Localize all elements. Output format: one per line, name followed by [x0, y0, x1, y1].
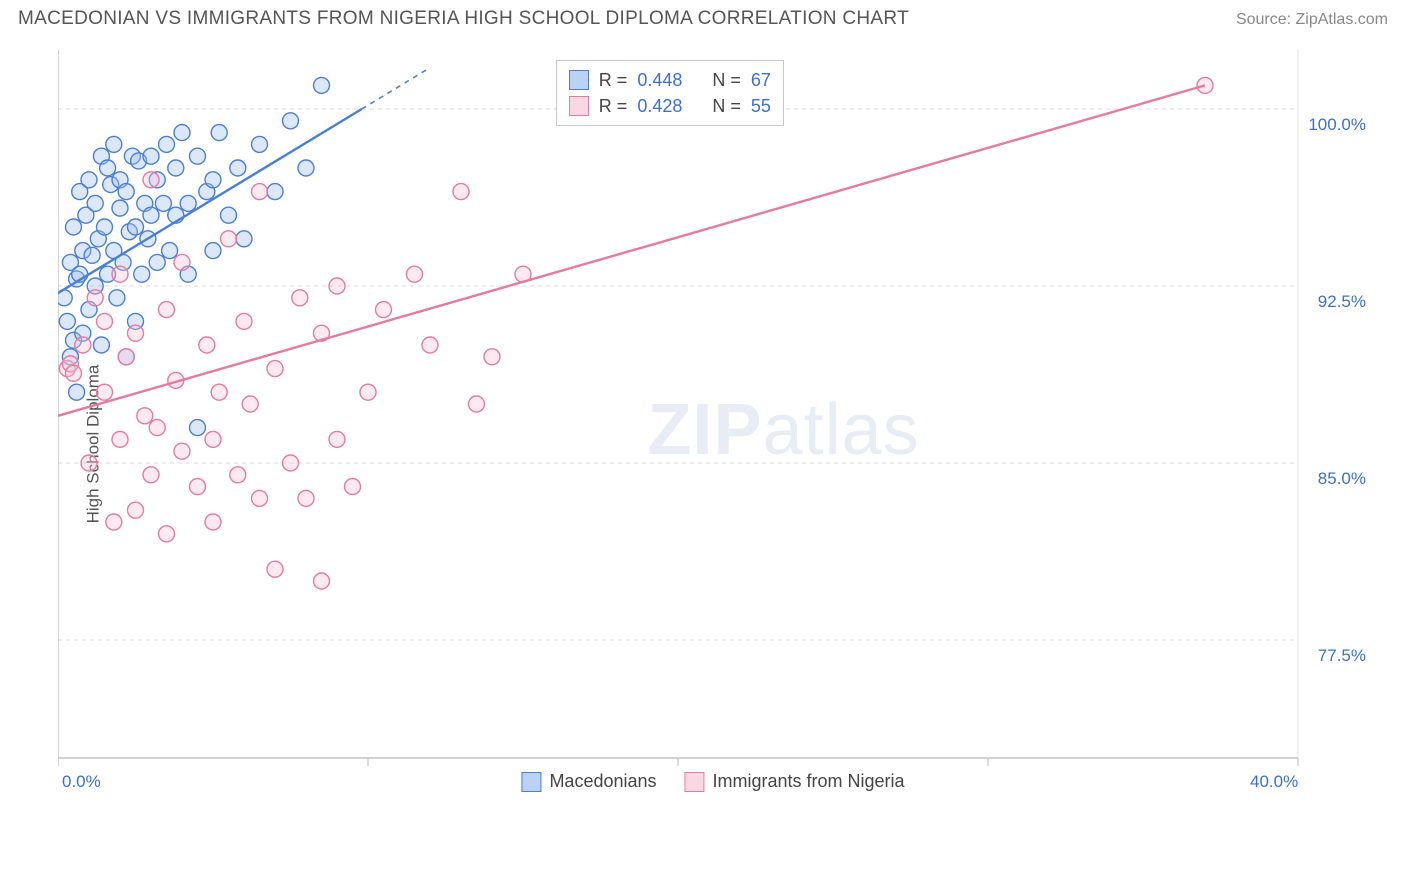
legend-item: Macedonians: [521, 771, 656, 792]
y-tick-label: 85.0%: [1318, 469, 1366, 489]
legend-r-prefix: R =: [599, 93, 628, 119]
x-tick-label: 0.0%: [62, 772, 101, 792]
legend-n-prefix: N =: [712, 93, 741, 119]
legend-swatch: [521, 772, 541, 792]
chart-container: High School Diploma R =0.448N =67R =0.42…: [18, 44, 1388, 844]
y-tick-label: 77.5%: [1318, 646, 1366, 666]
legend-n-value: 55: [751, 93, 771, 119]
legend-n-value: 67: [751, 67, 771, 93]
source-label: Source: ZipAtlas.com: [1236, 11, 1388, 29]
legend-r-value: 0.448: [637, 67, 682, 93]
legend-swatch: [685, 772, 705, 792]
legend-swatch: [569, 96, 589, 116]
legend-swatch: [569, 70, 589, 90]
scatter-plot: R =0.448N =67R =0.428N =55 ZIPatlas Mace…: [58, 50, 1368, 820]
y-tick-label: 100.0%: [1308, 115, 1366, 135]
series-legend: Macedonians Immigrants from Nigeria: [521, 771, 904, 792]
legend-label: Immigrants from Nigeria: [713, 771, 905, 792]
y-tick-label: 92.5%: [1318, 292, 1366, 312]
legend-label: Macedonians: [549, 771, 656, 792]
x-tick-label: 40.0%: [1250, 772, 1298, 792]
legend-n-prefix: N =: [712, 67, 741, 93]
legend-r-value: 0.428: [637, 93, 682, 119]
chart-title: MACEDONIAN VS IMMIGRANTS FROM NIGERIA HI…: [18, 8, 909, 30]
legend-row: R = 0.428 N = 55: [569, 93, 771, 119]
legend-item: Immigrants from Nigeria: [685, 771, 905, 792]
correlation-legend: R = 0.448 N = 67 R = 0.428 N = 55: [556, 60, 784, 126]
legend-r-prefix: R =: [599, 67, 628, 93]
legend-row: R = 0.448 N = 67: [569, 67, 771, 93]
